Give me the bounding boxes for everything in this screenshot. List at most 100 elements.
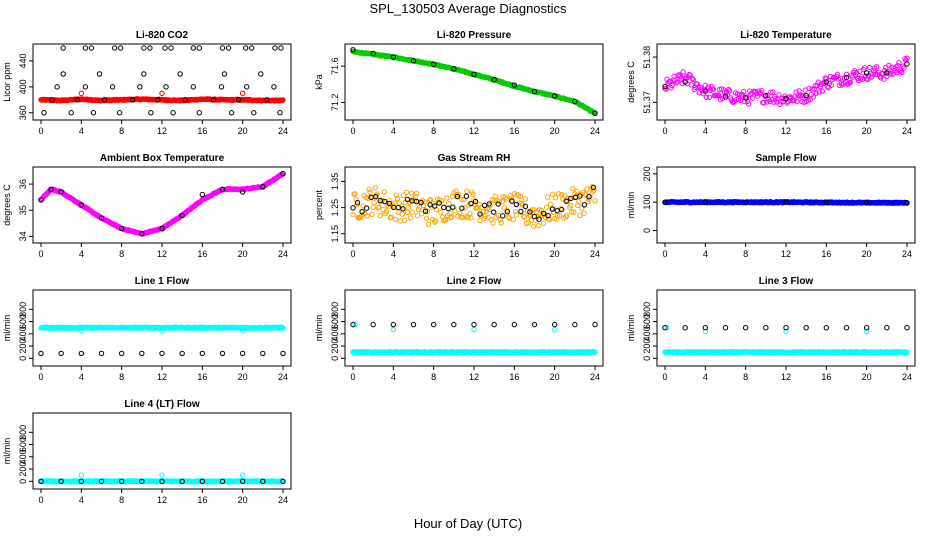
data-point bbox=[819, 88, 825, 94]
data-point bbox=[101, 97, 108, 103]
data-point bbox=[78, 478, 85, 485]
data-point bbox=[549, 191, 556, 198]
data-point bbox=[522, 196, 529, 202]
data-point bbox=[78, 202, 85, 208]
data-point bbox=[742, 324, 749, 331]
y-tick-label: 800 bbox=[330, 302, 340, 317]
data-point bbox=[800, 93, 806, 99]
data-point bbox=[258, 71, 264, 77]
data-point bbox=[763, 92, 769, 99]
data-point bbox=[350, 212, 356, 218]
x-tick-label: 8 bbox=[431, 372, 436, 382]
plot-frame bbox=[32, 43, 292, 121]
data-point bbox=[400, 192, 407, 198]
data-point bbox=[410, 57, 417, 64]
data-point bbox=[904, 200, 910, 206]
data-point bbox=[585, 199, 591, 205]
series-cyan-dense bbox=[662, 348, 910, 356]
data-point bbox=[139, 231, 145, 237]
series-cyan-dense bbox=[38, 324, 286, 331]
data-point bbox=[264, 97, 270, 103]
data-point bbox=[513, 201, 520, 208]
data-point bbox=[370, 204, 376, 210]
data-point bbox=[694, 81, 700, 87]
data-point bbox=[60, 45, 66, 51]
data-point bbox=[421, 199, 428, 205]
data-point bbox=[511, 82, 518, 88]
data-point bbox=[388, 214, 395, 220]
data-point bbox=[118, 350, 125, 357]
data-point bbox=[58, 478, 64, 485]
data-point bbox=[365, 195, 371, 202]
data-point bbox=[740, 88, 747, 95]
data-point bbox=[551, 326, 558, 333]
data-point bbox=[413, 190, 420, 197]
data-point bbox=[794, 98, 800, 105]
data-point bbox=[54, 84, 60, 90]
chart-title: Line 3 Flow bbox=[759, 276, 814, 287]
data-point bbox=[551, 321, 558, 328]
data-point bbox=[190, 84, 196, 90]
data-point bbox=[492, 193, 498, 199]
data-point bbox=[543, 204, 550, 210]
y-tick-label: 0 bbox=[642, 356, 652, 361]
data-point bbox=[798, 92, 804, 99]
data-point bbox=[509, 198, 515, 204]
series-orange-noisy bbox=[350, 184, 598, 230]
data-point bbox=[812, 82, 818, 89]
data-point bbox=[239, 328, 246, 334]
data-point bbox=[501, 204, 507, 211]
data-point bbox=[117, 45, 124, 51]
data-point bbox=[810, 94, 816, 100]
data-point bbox=[199, 191, 206, 198]
data-point bbox=[783, 199, 789, 205]
data-point bbox=[272, 45, 278, 51]
data-point bbox=[148, 110, 154, 116]
x-tick-label: 12 bbox=[469, 249, 479, 259]
data-point bbox=[260, 350, 266, 357]
data-point bbox=[477, 211, 483, 217]
data-point bbox=[783, 324, 789, 331]
data-point bbox=[377, 212, 383, 219]
chart-panel-10: Line 4 (LT) Flow ml/min 0 4 8 12 16 20 24 0 200400… bbox=[2, 399, 292, 505]
x-tick-label: 4 bbox=[391, 126, 396, 136]
y-axis-label: ml/min bbox=[2, 315, 12, 342]
data-point bbox=[354, 202, 360, 208]
series-cyan-sparse bbox=[40, 472, 246, 485]
data-point bbox=[370, 321, 376, 328]
data-point bbox=[809, 86, 815, 92]
data-point bbox=[376, 204, 382, 210]
y-axis-label: Licor ppm bbox=[2, 62, 12, 102]
data-point bbox=[443, 217, 449, 223]
data-point bbox=[591, 349, 597, 356]
y-axis-label: ml/min bbox=[2, 438, 12, 465]
data-point bbox=[454, 193, 461, 200]
x-tick-label: 24 bbox=[590, 372, 600, 382]
data-point bbox=[545, 213, 551, 219]
data-point bbox=[118, 478, 125, 485]
data-point bbox=[239, 350, 246, 357]
data-point bbox=[137, 84, 143, 90]
data-point bbox=[383, 208, 389, 215]
data-point bbox=[450, 204, 456, 210]
data-point bbox=[414, 213, 421, 219]
series-cyan-sparse bbox=[664, 324, 870, 335]
data-point bbox=[179, 350, 185, 357]
data-point bbox=[471, 71, 477, 77]
data-point bbox=[590, 184, 597, 191]
data-point bbox=[662, 199, 668, 205]
data-point bbox=[896, 59, 902, 66]
x-tick-label: 8 bbox=[119, 495, 124, 505]
data-point bbox=[863, 70, 870, 76]
data-point bbox=[418, 210, 425, 217]
x-tick-label: 16 bbox=[509, 126, 519, 136]
data-point bbox=[881, 76, 887, 82]
data-point bbox=[721, 89, 728, 95]
x-tick-label: 16 bbox=[509, 372, 519, 382]
data-point bbox=[512, 208, 519, 215]
data-point bbox=[48, 186, 54, 193]
data-point bbox=[874, 64, 880, 70]
data-point bbox=[773, 95, 779, 102]
data-point bbox=[422, 208, 429, 214]
data-point bbox=[490, 209, 497, 215]
